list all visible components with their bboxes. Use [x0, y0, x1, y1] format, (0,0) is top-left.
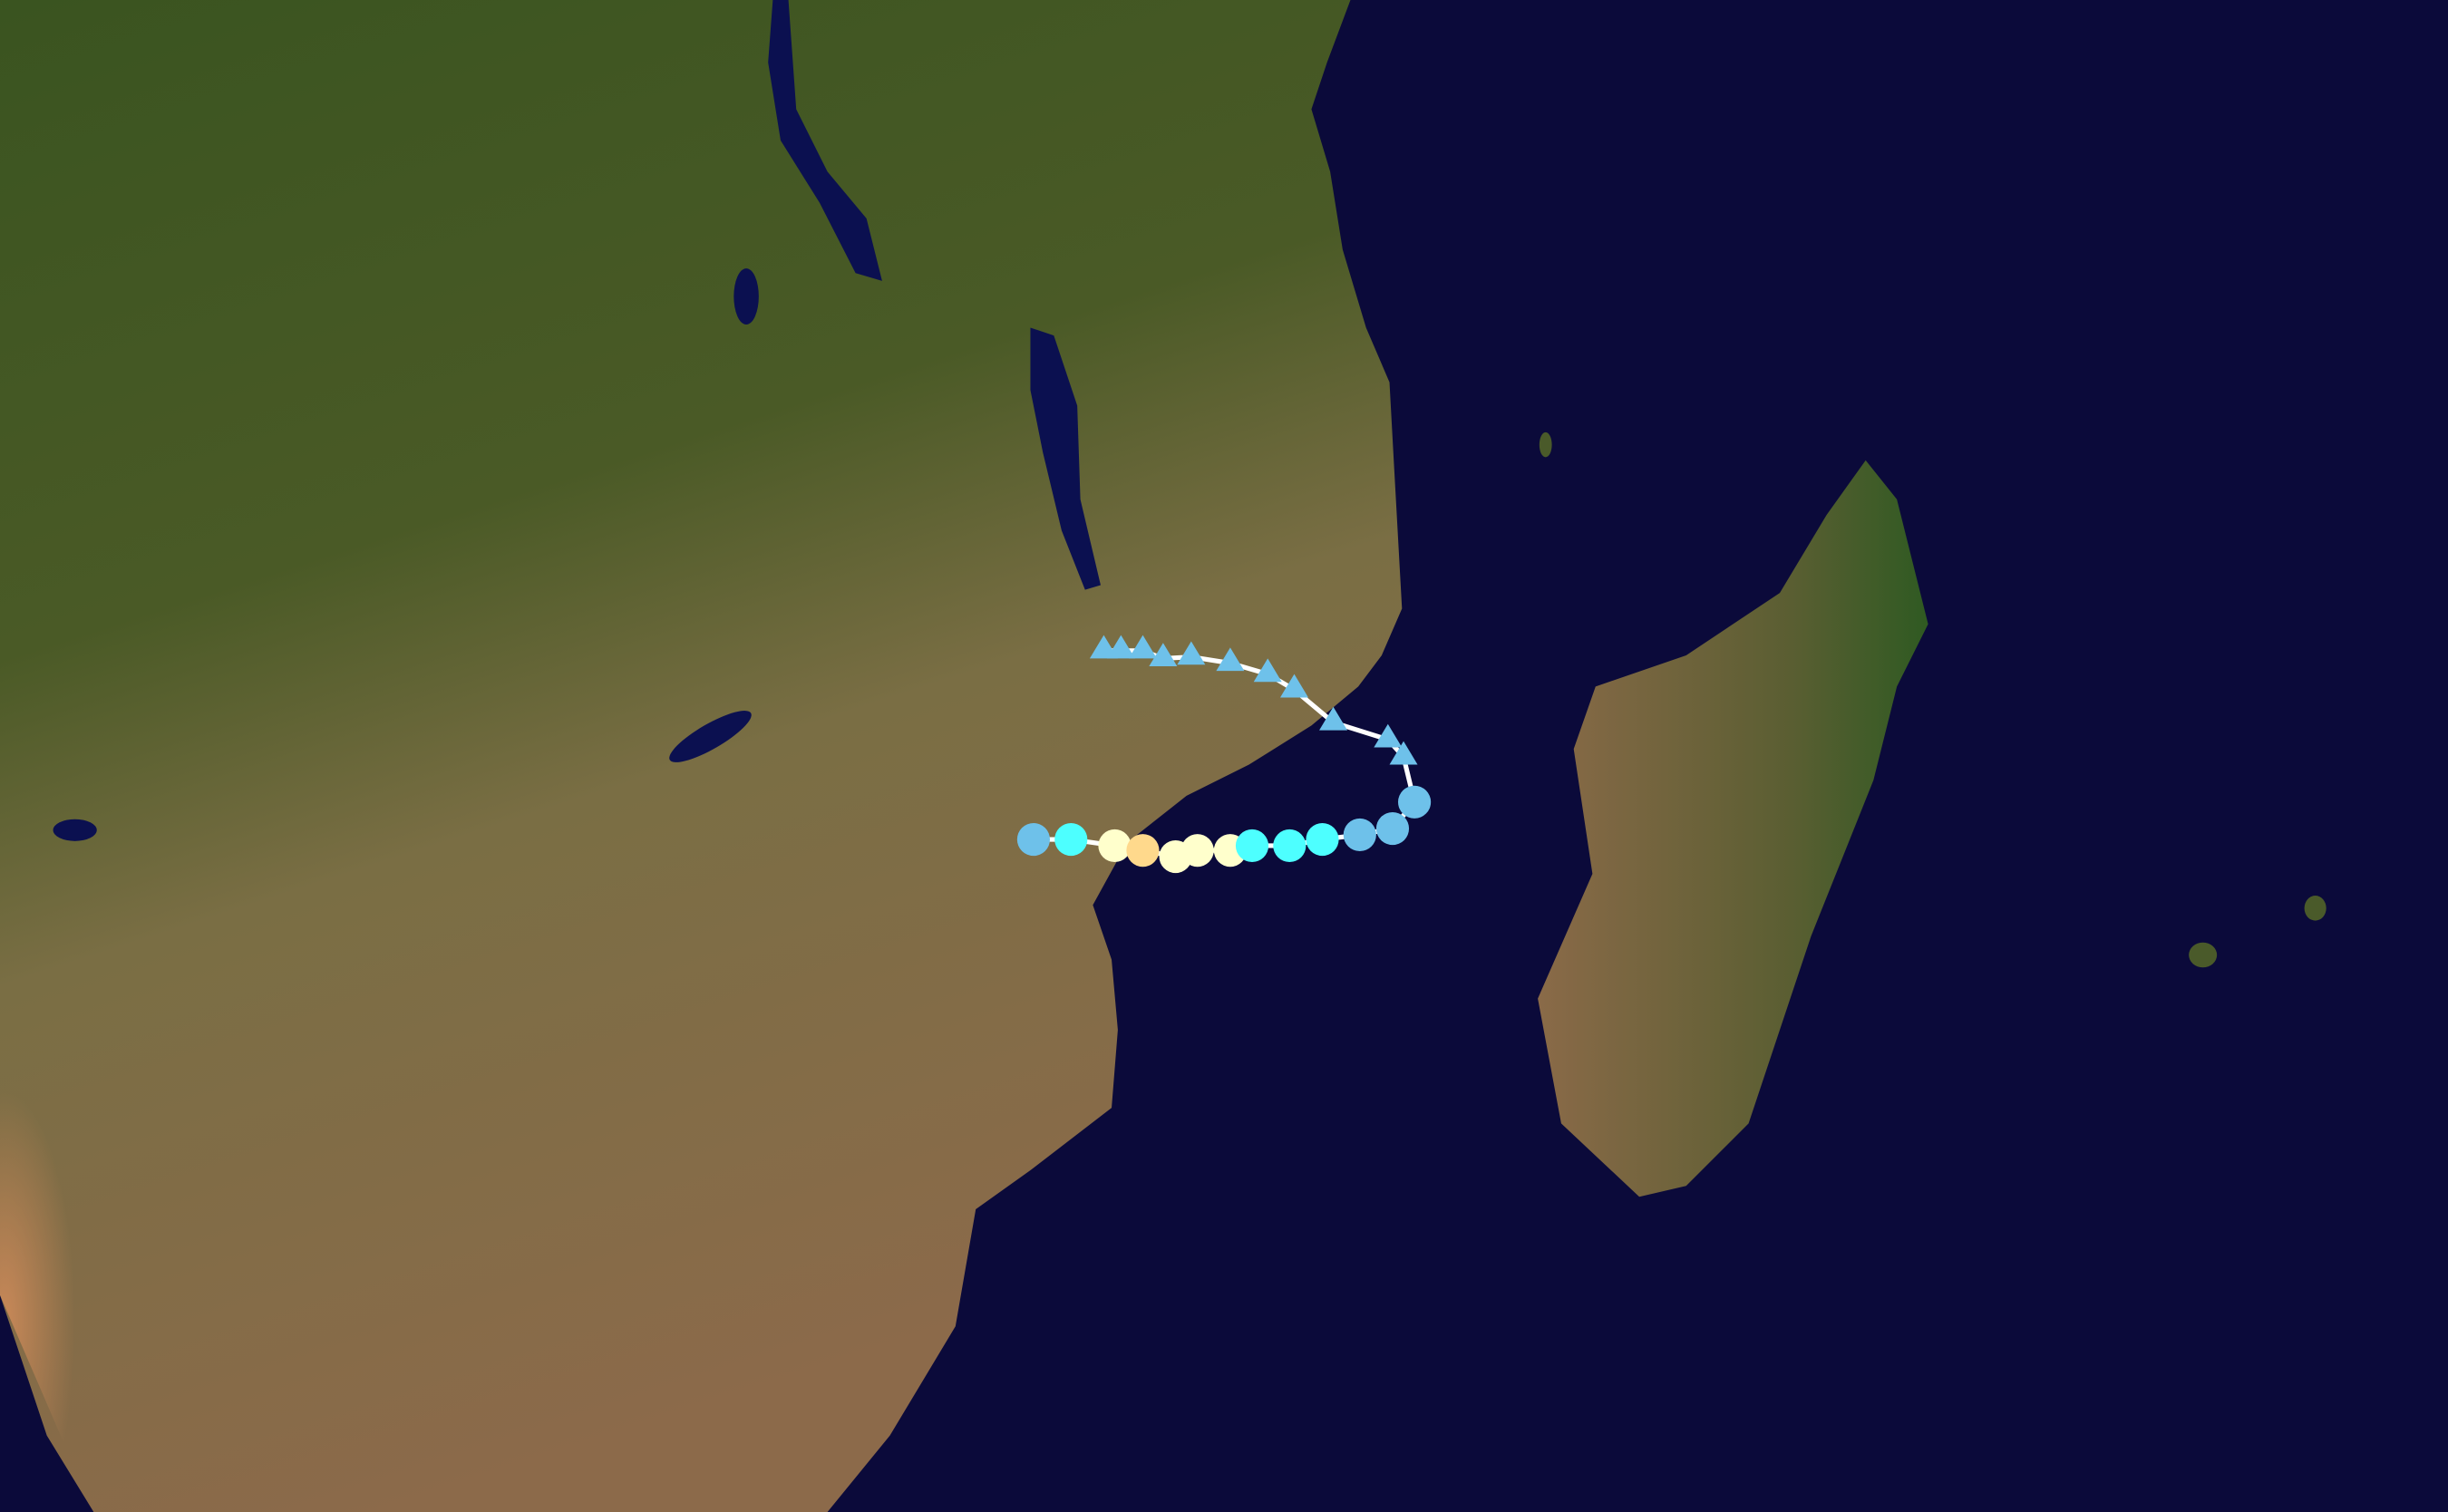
track-point-circle-tropical-depression	[1397, 785, 1432, 819]
island	[2304, 896, 2327, 921]
track-point-triangle-tropical-depression	[1089, 635, 1118, 659]
track-point-circle-tropical-depression	[1375, 811, 1410, 846]
track-point-circle-tropical-storm	[1235, 829, 1269, 863]
track-point-circle-tropical-storm	[1054, 823, 1088, 857]
track-point-triangle-tropical-depression	[1216, 647, 1245, 672]
track-point-triangle-tropical-depression	[1319, 706, 1348, 731]
track-point-circle-category-2	[1126, 834, 1160, 867]
track-point-triangle-tropical-depression	[1149, 643, 1178, 667]
track-point-circle-tropical-storm	[1306, 823, 1339, 857]
track-point-triangle-tropical-depression	[1389, 741, 1418, 765]
storm-track	[1016, 635, 1432, 874]
island	[1539, 431, 1552, 458]
track-point-circle-category-1	[1180, 834, 1214, 867]
track-point-circle-tropical-storm	[1273, 829, 1307, 863]
track-point-triangle-tropical-depression	[1279, 674, 1308, 698]
track-point-circle-tropical-depression	[1016, 823, 1051, 857]
track-point-triangle-tropical-depression	[1128, 635, 1157, 659]
desert-region	[0, 749, 235, 1512]
track-point-triangle-tropical-depression	[1253, 658, 1282, 683]
track-point-circle-tropical-depression	[1343, 818, 1376, 852]
track-point-triangle-tropical-depression	[1374, 723, 1403, 748]
lake	[669, 711, 752, 762]
island	[2189, 942, 2218, 968]
track-point-circle-category-1	[1098, 829, 1132, 863]
track-point-triangle-tropical-depression	[1177, 641, 1206, 665]
lake-malawi	[1030, 327, 1101, 590]
lake-tanganyika	[768, 0, 882, 281]
lake	[733, 268, 759, 325]
lake	[53, 819, 97, 841]
madagascar	[1538, 460, 1928, 1197]
